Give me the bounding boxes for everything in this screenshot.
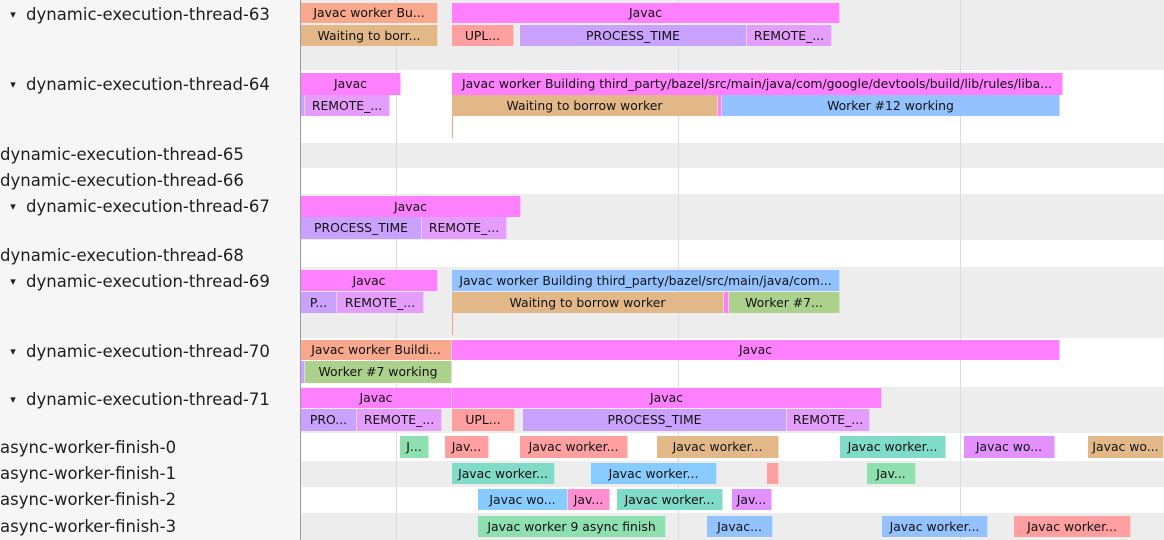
trace-slice[interactable]: Jav... [867,463,916,484]
trace-slice[interactable]: Javac [452,388,882,408]
trace-slice[interactable]: Worker #7 working [305,361,452,383]
trace-slice[interactable]: PROCESS_TIME [520,25,747,46]
gridline [960,0,961,540]
trace-slice[interactable]: Jav... [732,489,772,510]
track-row [301,143,1164,168]
trace-slice[interactable]: REMOTE_... [337,292,424,313]
expand-toggle-icon[interactable]: ▾ [10,200,16,213]
trace-slice[interactable]: Waiting to borrow worker [452,95,718,116]
track-name: dynamic-execution-thread-68 [0,246,244,265]
trace-slice[interactable] [301,361,305,383]
track-label[interactable]: ▾ dynamic-execution-thread-71 [0,390,270,409]
trace-slice[interactable]: Javac worker Building third_party/bazel/… [452,270,840,291]
expand-toggle-icon[interactable]: ▾ [10,393,16,406]
trace-slice[interactable]: P... [301,292,337,313]
track-label[interactable]: dynamic-execution-thread-66 [0,171,244,190]
track-row [301,240,1164,267]
trace-slice[interactable]: Javac [301,270,438,291]
trace-slice[interactable]: Javac worker Building third_party/bazel/… [452,73,1063,95]
trace-slice[interactable]: PRO... [301,409,357,431]
track-label[interactable]: dynamic-execution-thread-65 [0,145,244,164]
track-name: async-worker-finish-3 [0,517,177,536]
track-label[interactable]: ▾ dynamic-execution-thread-63 [0,5,270,24]
trace-slice[interactable]: Worker #12 working [722,95,1060,116]
expand-toggle-icon[interactable]: ▾ [10,345,16,358]
trace-slice[interactable]: Javac... [707,516,773,537]
trace-slice[interactable]: Javac worker Buildi... [301,340,452,360]
trace-slice[interactable] [767,463,779,484]
trace-slice[interactable]: Javac worker... [840,436,946,458]
trace-slice[interactable] [724,292,729,313]
trace-slice[interactable]: Javac wo... [964,436,1055,458]
track-label[interactable]: ▾ dynamic-execution-thread-67 [0,197,270,216]
track-labels-panel: ▾ dynamic-execution-thread-63 ▾ dynamic-exe… [0,0,301,540]
trace-slice[interactable]: Javac worker... [617,489,723,510]
track-label[interactable]: async-worker-finish-2 [0,490,176,509]
trace-slice[interactable]: PROCESS_TIME [301,217,422,239]
track-label[interactable]: ▾ dynamic-execution-thread-69 [0,272,270,291]
track-label[interactable]: async-worker-finish-3 [0,517,176,536]
trace-slice[interactable]: Waiting to borrow worker [452,292,724,313]
track-name: dynamic-execution-thread-65 [0,145,244,164]
expand-toggle-icon[interactable]: ▾ [10,275,16,288]
trace-slice[interactable]: Waiting to borr... [301,25,438,46]
track-label[interactable]: dynamic-execution-thread-68 [0,246,244,265]
trace-slice[interactable]: Javac wo... [478,489,568,510]
track-label[interactable]: ▾ dynamic-execution-thread-70 [0,342,270,361]
track-label[interactable]: async-worker-finish-1 [0,464,176,483]
flow-marker [452,313,453,335]
trace-slice[interactable]: Javac worker... [882,516,988,537]
trace-slice[interactable]: Javac [301,388,452,408]
track-row [301,461,1164,487]
track-name: dynamic-execution-thread-66 [0,171,244,190]
track-name: dynamic-execution-thread-71 [26,390,270,409]
track-name: dynamic-execution-thread-64 [26,75,270,94]
expand-toggle-icon[interactable]: ▾ [10,78,16,91]
track-name: dynamic-execution-thread-67 [26,197,270,216]
trace-slice[interactable]: Jav... [568,489,610,510]
trace-slice[interactable]: Javac [452,340,1060,360]
trace-slice[interactable]: REMOTE_... [747,25,832,46]
trace-slice[interactable]: Javac worker... [657,436,779,458]
trace-slice[interactable]: Javac [452,3,840,23]
trace-slice[interactable]: REMOTE_... [787,409,870,431]
trace-slice[interactable]: UPL... [452,409,515,431]
trace-slice[interactable]: Worker #7... [729,292,840,313]
trace-slice[interactable]: REMOTE_... [305,95,390,116]
flow-marker [452,116,453,138]
trace-slice[interactable]: Javac wo... [1088,436,1164,458]
trace-slice[interactable] [301,95,305,116]
track-row [301,168,1164,194]
trace-slice[interactable]: Javac [301,196,521,217]
trace-slice[interactable]: J... [400,436,429,458]
expand-toggle-icon[interactable]: ▾ [10,8,16,21]
track-name: async-worker-finish-2 [0,490,177,509]
trace-slice[interactable]: Javac worker... [591,463,717,484]
track-name: async-worker-finish-0 [0,438,177,457]
trace-slice[interactable]: Jav... [445,436,489,458]
track-label[interactable]: ▾ dynamic-execution-thread-64 [0,75,270,94]
trace-slice[interactable]: Javac worker... [452,463,555,484]
trace-slice[interactable]: Javac [301,73,401,95]
track-name: dynamic-execution-thread-70 [26,342,270,361]
track-name: async-worker-finish-1 [0,464,177,483]
trace-slice[interactable]: Javac worker 9 async finish [478,516,666,537]
trace-slice[interactable]: Javac worker Bu... [301,3,438,23]
track-name: dynamic-execution-thread-63 [26,5,270,24]
trace-slice[interactable] [718,95,722,116]
trace-slice[interactable]: REMOTE_... [357,409,442,431]
track-label[interactable]: async-worker-finish-0 [0,438,176,457]
track-name: dynamic-execution-thread-69 [26,272,270,291]
trace-slice[interactable]: Javac worker... [1014,516,1131,537]
trace-slice[interactable]: UPL... [452,25,514,46]
trace-slice[interactable]: REMOTE_... [422,217,507,239]
trace-slice[interactable]: Javac worker... [520,436,628,458]
trace-slice[interactable]: PROCESS_TIME [523,409,787,431]
